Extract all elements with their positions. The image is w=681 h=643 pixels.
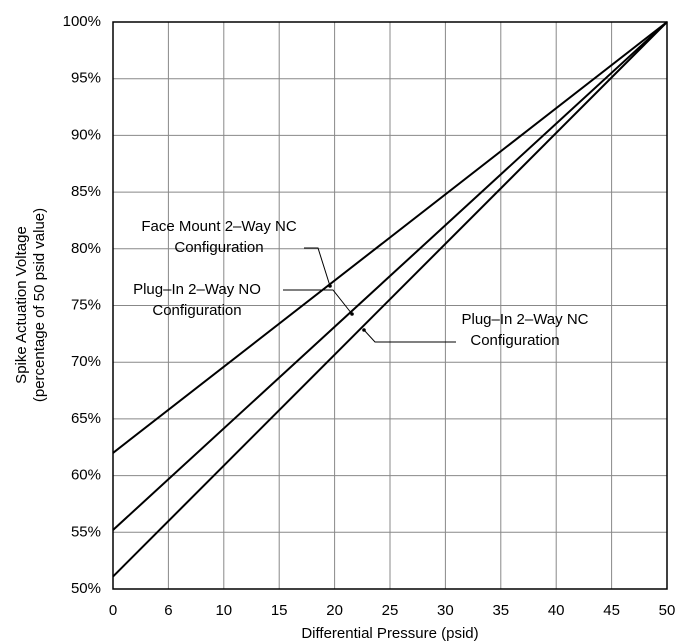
x-tick-label: 40 xyxy=(548,602,565,619)
y-tick-label: 100% xyxy=(63,13,101,30)
annotation: Plug–In 2–Way NO xyxy=(133,281,261,298)
y-tick-label: 55% xyxy=(71,523,101,540)
x-tick-label: 0 xyxy=(109,602,117,619)
x-tick-label: 50 xyxy=(659,602,676,619)
y-axis-title: Spike Actuation Voltage xyxy=(13,226,30,384)
y-tick-label: 70% xyxy=(71,353,101,370)
line-series xyxy=(112,21,668,531)
annotation-arrowhead xyxy=(350,312,354,316)
y-tick-label: 60% xyxy=(71,467,101,484)
annotation: Configuration xyxy=(174,239,263,256)
y-tick-label: 85% xyxy=(71,183,101,200)
annotation-arrowhead xyxy=(328,284,332,288)
annotation: Configuration xyxy=(152,302,241,319)
annotation: Plug–In 2–Way NC xyxy=(461,311,588,328)
annotation: Face Mount 2–Way NC xyxy=(141,218,296,235)
line-series xyxy=(112,21,668,454)
x-tick-label: 30 xyxy=(437,602,454,619)
x-tick-label: 25 xyxy=(382,602,399,619)
x-tick-label: 15 xyxy=(271,602,288,619)
y-tick-label: 90% xyxy=(71,126,101,143)
y-tick-label: 65% xyxy=(71,410,101,427)
x-axis-title: Differential Pressure (psid) xyxy=(301,625,478,642)
y-tick-label: 75% xyxy=(71,296,101,313)
annotation-leader xyxy=(283,289,353,315)
line-series xyxy=(112,21,668,578)
x-tick-label: 45 xyxy=(603,602,620,619)
x-tick-label: 10 xyxy=(215,602,232,619)
annotation: Configuration xyxy=(470,332,559,349)
annotation-leader xyxy=(363,329,456,343)
annotation-leader xyxy=(304,247,331,287)
plot-frame xyxy=(112,21,668,590)
y-tick-label: 95% xyxy=(71,70,101,87)
y-tick-label: 80% xyxy=(71,240,101,257)
x-tick-label: 35 xyxy=(492,602,509,619)
y-axis-title: (percentage of 50 psid value) xyxy=(31,208,48,402)
annotation-arrowhead xyxy=(362,328,366,332)
y-tick-label: 50% xyxy=(71,580,101,597)
x-tick-label: 6 xyxy=(164,602,172,619)
x-tick-label: 20 xyxy=(326,602,343,619)
